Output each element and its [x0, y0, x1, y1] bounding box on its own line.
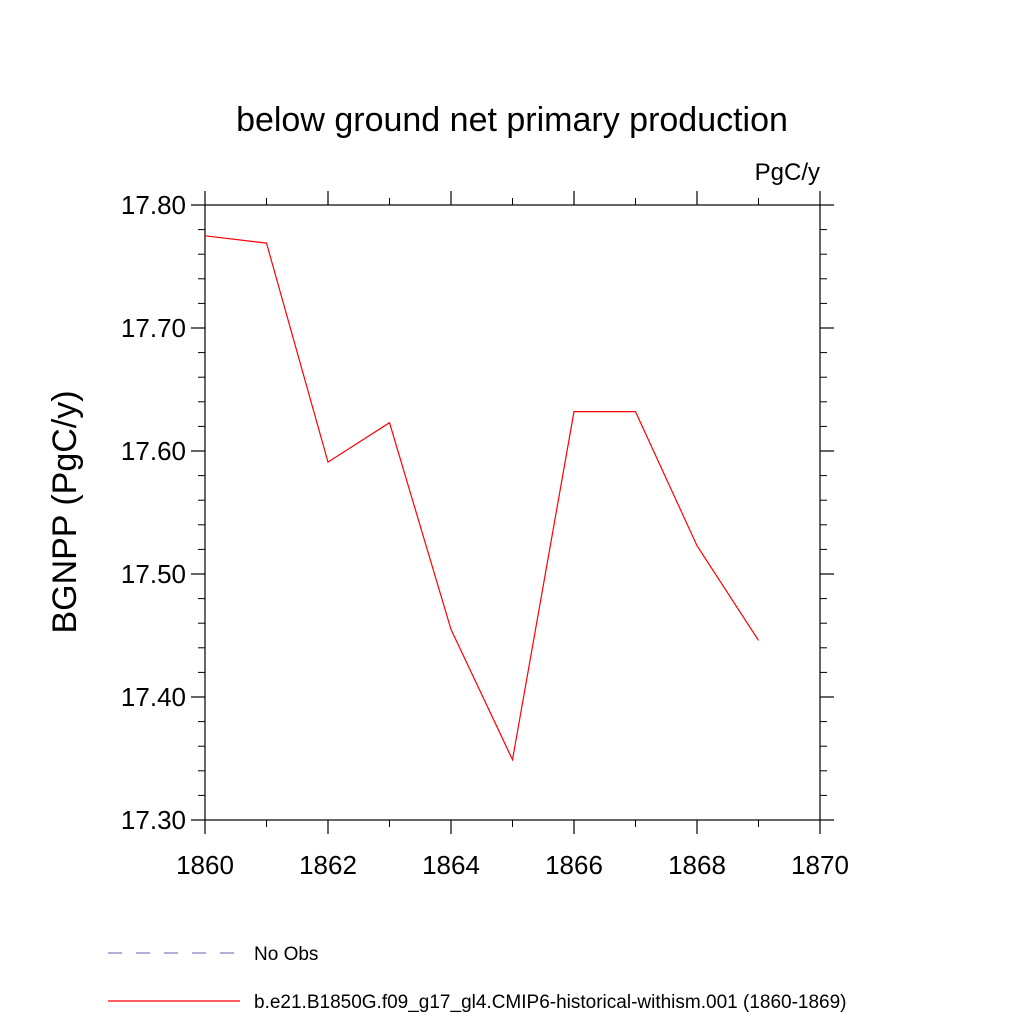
plot-frame — [204, 204, 821, 821]
axis-ticks — [191, 191, 834, 834]
legend: No Obs b.e21.B1850G.f09_g17_gl4.CMIP6-his… — [108, 944, 847, 1013]
x-tick-label: 1868 — [668, 850, 726, 880]
legend-label: No Obs — [254, 944, 318, 965]
chart-title: below ground net primary production — [236, 101, 788, 139]
axis-tick-labels: 1860 1862 1864 1866 1868 1870 17.30 17.40 17.50 1… — [121, 190, 849, 880]
x-tick-label: 1860 — [176, 850, 234, 880]
x-tick-label: 1862 — [299, 850, 357, 880]
units-label: PgC/y — [755, 159, 820, 186]
y-tick-label: 17.40 — [121, 682, 186, 712]
y-tick-label: 17.30 — [121, 805, 186, 835]
x-tick-label: 1870 — [791, 850, 849, 880]
y-axis-label: BGNPP (PgC/y) — [46, 390, 84, 633]
y-tick-label: 17.70 — [121, 313, 186, 343]
x-tick-label: 1866 — [545, 850, 603, 880]
y-tick-label: 17.60 — [121, 436, 186, 466]
series-group — [204, 235, 760, 762]
y-tick-label: 17.80 — [121, 190, 186, 220]
series-line — [204, 235, 760, 762]
y-tick-label: 17.50 — [121, 559, 186, 589]
legend-label: b.e21.B1850G.f09_g17_gl4.CMIP6-historica… — [254, 992, 847, 1013]
x-tick-label: 1864 — [422, 850, 480, 880]
